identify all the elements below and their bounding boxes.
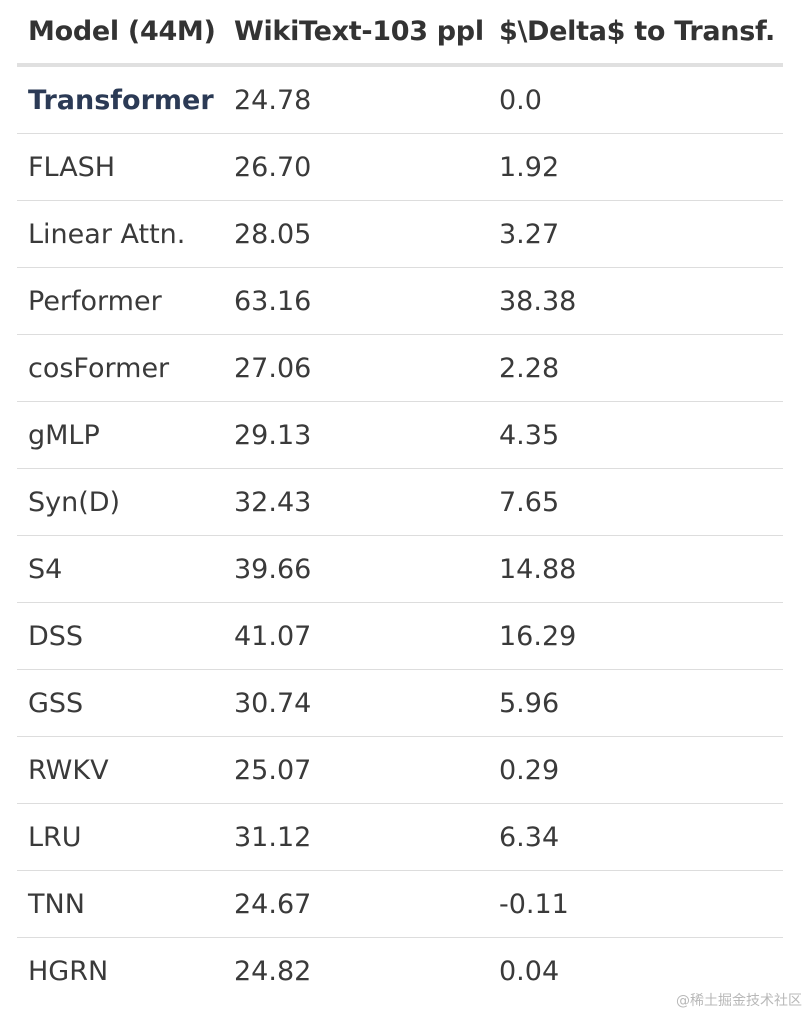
cell-delta: 2.28 [499, 352, 560, 384]
table-row: GSS 30.74 5.96 [17, 670, 783, 737]
cell-model: FLASH [28, 151, 116, 183]
cell-delta: 7.65 [499, 486, 560, 518]
cell-ppl: 26.70 [234, 151, 312, 183]
cell-model: S4 [28, 553, 63, 585]
cell-delta: -0.11 [499, 888, 569, 920]
header-model: Model (44M) [28, 16, 216, 47]
table-row: LRU 31.12 6.34 [17, 804, 783, 871]
cell-ppl: 39.66 [234, 553, 312, 585]
cell-ppl: 24.78 [234, 84, 312, 116]
table-row: cosFormer 27.06 2.28 [17, 335, 783, 402]
cell-model: Transformer [28, 84, 214, 116]
cell-ppl: 63.16 [234, 285, 312, 317]
cell-ppl: 32.43 [234, 486, 312, 518]
table-row: RWKV 25.07 0.29 [17, 737, 783, 804]
cell-delta: 16.29 [499, 620, 577, 652]
cell-model: RWKV [28, 754, 109, 786]
cell-model: LRU [28, 821, 82, 853]
table-row: FLASH 26.70 1.92 [17, 134, 783, 201]
cell-delta: 0.0 [499, 84, 542, 116]
cell-ppl: 27.06 [234, 352, 312, 384]
cell-model: Performer [28, 285, 162, 317]
cell-ppl: 29.13 [234, 419, 312, 451]
cell-model: DSS [28, 620, 84, 652]
header-ppl: WikiText-103 ppl [234, 16, 484, 47]
cell-delta: 4.35 [499, 419, 560, 451]
table-row: gMLP 29.13 4.35 [17, 402, 783, 469]
table-row: S4 39.66 14.88 [17, 536, 783, 603]
results-table: Model (44M) WikiText-103 ppl $\Delta$ to… [17, 0, 783, 1005]
cell-model: Syn(D) [28, 486, 121, 518]
table-header: Model (44M) WikiText-103 ppl $\Delta$ to… [17, 0, 783, 67]
table-row: TNN 24.67 -0.11 [17, 871, 783, 938]
cell-delta: 6.34 [499, 821, 560, 853]
cell-model: HGRN [28, 956, 109, 987]
table-row: Performer 63.16 38.38 [17, 268, 783, 335]
cell-delta: 5.96 [499, 687, 560, 719]
cell-model: GSS [28, 687, 84, 719]
header-delta: $\Delta$ to Transf. [499, 16, 775, 47]
table-row: HGRN 24.82 0.04 [17, 938, 783, 1005]
cell-ppl: 24.82 [234, 956, 312, 987]
cell-delta: 38.38 [499, 285, 577, 317]
cell-ppl: 31.12 [234, 821, 312, 853]
cell-ppl: 25.07 [234, 754, 312, 786]
cell-delta: 1.92 [499, 151, 560, 183]
cell-ppl: 24.67 [234, 888, 312, 920]
cell-model: cosFormer [28, 352, 170, 384]
watermark: @稀土掘金技术社区 [676, 993, 802, 1009]
cell-model: gMLP [28, 419, 100, 451]
cell-delta: 0.29 [499, 754, 560, 786]
cell-delta: 14.88 [499, 553, 577, 585]
cell-delta: 3.27 [499, 218, 560, 250]
cell-model: TNN [28, 888, 85, 920]
cell-model: Linear Attn. [28, 218, 186, 250]
table-row: Linear Attn. 28.05 3.27 [17, 201, 783, 268]
table-row: DSS 41.07 16.29 [17, 603, 783, 670]
cell-ppl: 28.05 [234, 218, 312, 250]
table-row: Syn(D) 32.43 7.65 [17, 469, 783, 536]
cell-delta: 0.04 [499, 956, 560, 987]
cell-ppl: 41.07 [234, 620, 312, 652]
table-row: Transformer 24.78 0.0 [17, 67, 783, 134]
cell-ppl: 30.74 [234, 687, 312, 719]
